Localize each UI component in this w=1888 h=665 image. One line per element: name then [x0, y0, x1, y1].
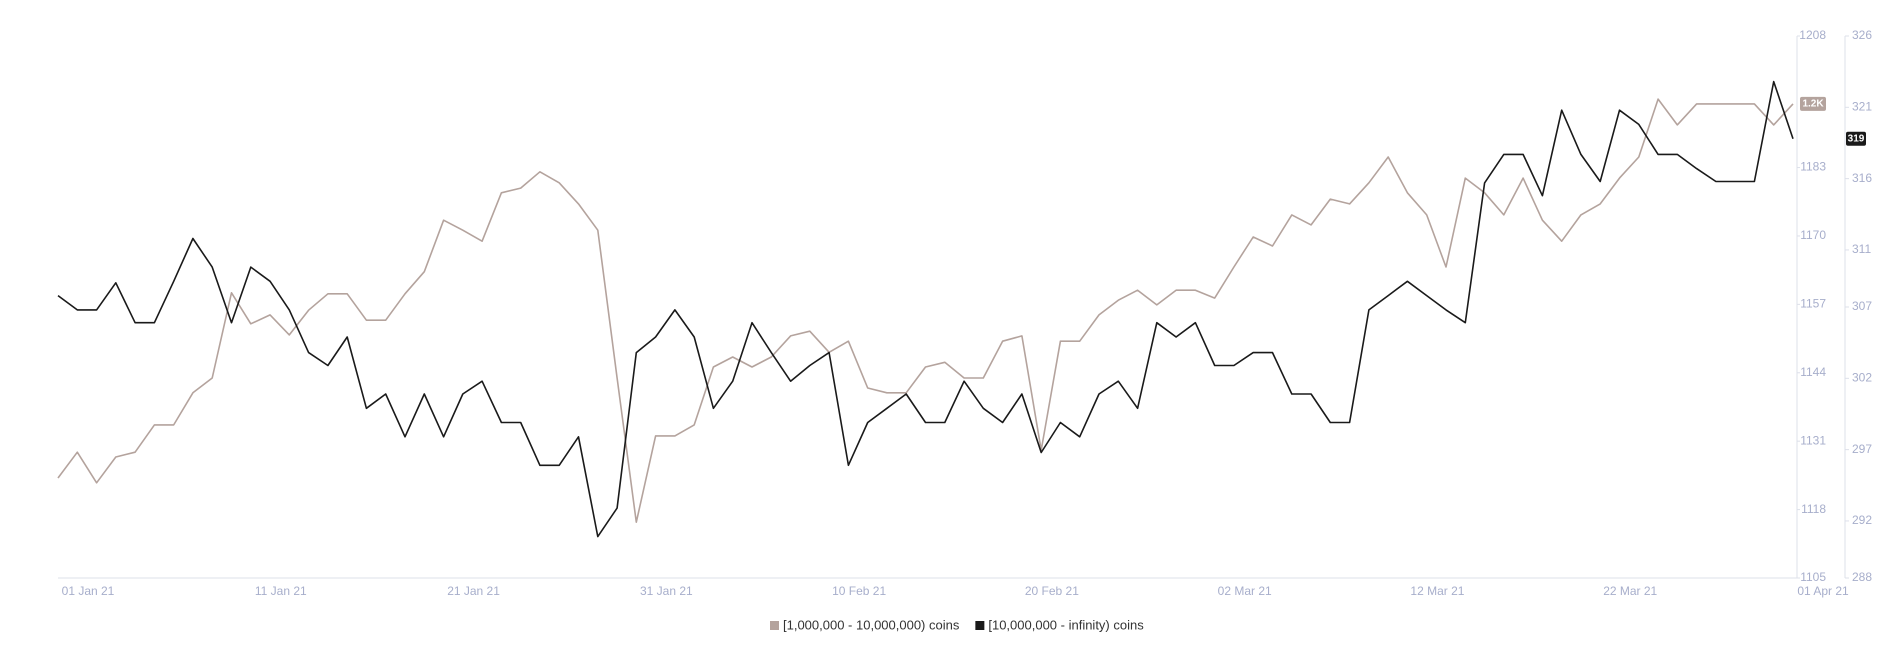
- y-tick-label: 1157: [1800, 297, 1826, 311]
- y2-tick-label: 326: [1852, 28, 1872, 42]
- series-line: [57, 80, 1794, 538]
- value-badge: [1800, 96, 1826, 111]
- y2-tick-label: 321: [1852, 99, 1872, 113]
- y2-tick-label: 297: [1852, 442, 1872, 456]
- x-tick-label: 01 Jan 21: [62, 584, 115, 598]
- value-badge-text: 1.2K: [1802, 99, 1824, 110]
- legend-swatch: [770, 621, 779, 630]
- legend-swatch: [975, 621, 985, 630]
- x-tick-label: 01 Apr 21: [1797, 584, 1849, 598]
- x-tick-label: 10 Feb 21: [832, 584, 886, 598]
- y-tick-label: 1131: [1800, 433, 1826, 447]
- legend: [1,000,000 - 10,000,000) coins [10,000,00…: [770, 617, 1144, 632]
- legend-label: [1,000,000 - 10,000,000) coins: [783, 617, 960, 632]
- y-tick-label: 1144: [1800, 365, 1826, 379]
- x-tick-label: 11 Jan 21: [255, 584, 307, 598]
- legend-label: [10,000,000 - infinity) coins: [988, 617, 1144, 632]
- y2-tick-label: 316: [1852, 171, 1872, 185]
- y-tick-label: 1105: [1800, 570, 1826, 584]
- x-tick-label: 21 Jan 21: [447, 584, 500, 598]
- x-tick-label: 20 Feb 21: [1025, 584, 1079, 598]
- y2-tick-label: 302: [1852, 370, 1872, 384]
- y-tick-label: 1183: [1800, 160, 1826, 174]
- x-tick-label: 22 Mar 21: [1603, 584, 1657, 598]
- y2-tick-label: 288: [1852, 570, 1872, 584]
- y-tick-label: 1170: [1800, 228, 1826, 242]
- y-tick-label: 1118: [1801, 502, 1826, 516]
- series-line: [57, 98, 1794, 523]
- value-badge-text: 319: [1848, 133, 1865, 144]
- x-tick-label: 02 Mar 21: [1218, 584, 1272, 598]
- value-badge: [1846, 131, 1866, 146]
- x-tick-label: 31 Jan 21: [640, 584, 693, 598]
- y2-tick-label: 307: [1852, 299, 1872, 313]
- x-tick-label: 12 Mar 21: [1410, 584, 1464, 598]
- y2-tick-label: 311: [1852, 242, 1871, 256]
- y2-tick-label: 292: [1852, 513, 1872, 527]
- y-tick-label: 1208: [1799, 28, 1826, 42]
